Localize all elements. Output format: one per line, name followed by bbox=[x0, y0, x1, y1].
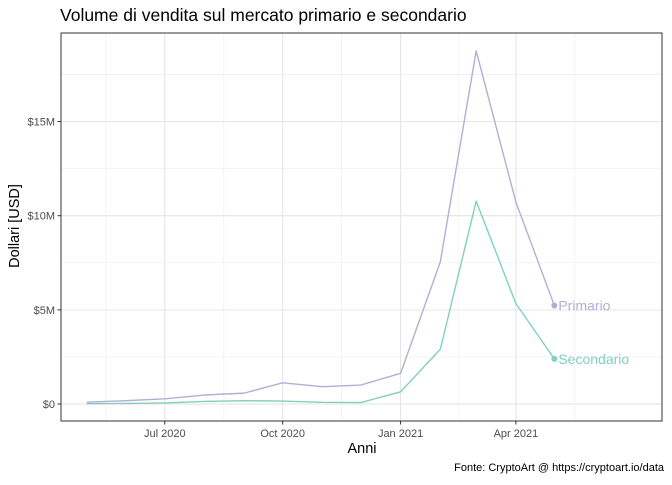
chart-title: Volume di vendita sul mercato primario e… bbox=[60, 5, 467, 25]
y-tick-label: $15M bbox=[27, 117, 55, 129]
x-tick-label: Jul 2020 bbox=[144, 428, 186, 440]
caption: Fonte: CryptoArt @ https://cryptoart.io/… bbox=[454, 462, 665, 474]
y-tick-label: $0 bbox=[43, 399, 55, 411]
plot-area: Jul 2020 Oct 2020 Jan 2021 Apr 2021 $0 $5M $10… bbox=[27, 32, 663, 440]
x-axis-label: Anni bbox=[347, 441, 376, 457]
series-line-secondario bbox=[86, 200, 555, 405]
x-tick-label: Apr 2021 bbox=[494, 428, 539, 440]
series-label-secondario: Secondario bbox=[558, 351, 629, 367]
y-tick-label: $5M bbox=[34, 305, 55, 317]
series-line-primario bbox=[86, 50, 556, 403]
series-endpoint-secondario bbox=[551, 355, 558, 362]
plot-panel-border bbox=[60, 32, 663, 422]
y-tick-label: $10M bbox=[27, 211, 55, 223]
plot-panel bbox=[60, 32, 663, 422]
series-endpoint-primario bbox=[551, 302, 558, 309]
y-axis-label: Dollari [USD] bbox=[7, 184, 23, 268]
series-label-primario: Primario bbox=[558, 298, 610, 314]
x-tick-label: Oct 2020 bbox=[260, 428, 305, 440]
x-tick-label: Jan 2021 bbox=[378, 428, 423, 440]
